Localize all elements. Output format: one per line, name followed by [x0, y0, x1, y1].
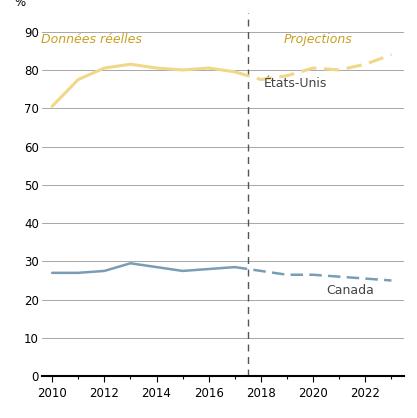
Text: Canada: Canada	[326, 283, 374, 296]
Text: Données réelles: Données réelles	[41, 33, 142, 46]
Text: Projections: Projections	[284, 33, 353, 46]
Text: États-Unis: États-Unis	[264, 77, 327, 90]
Text: %: %	[15, 0, 25, 9]
